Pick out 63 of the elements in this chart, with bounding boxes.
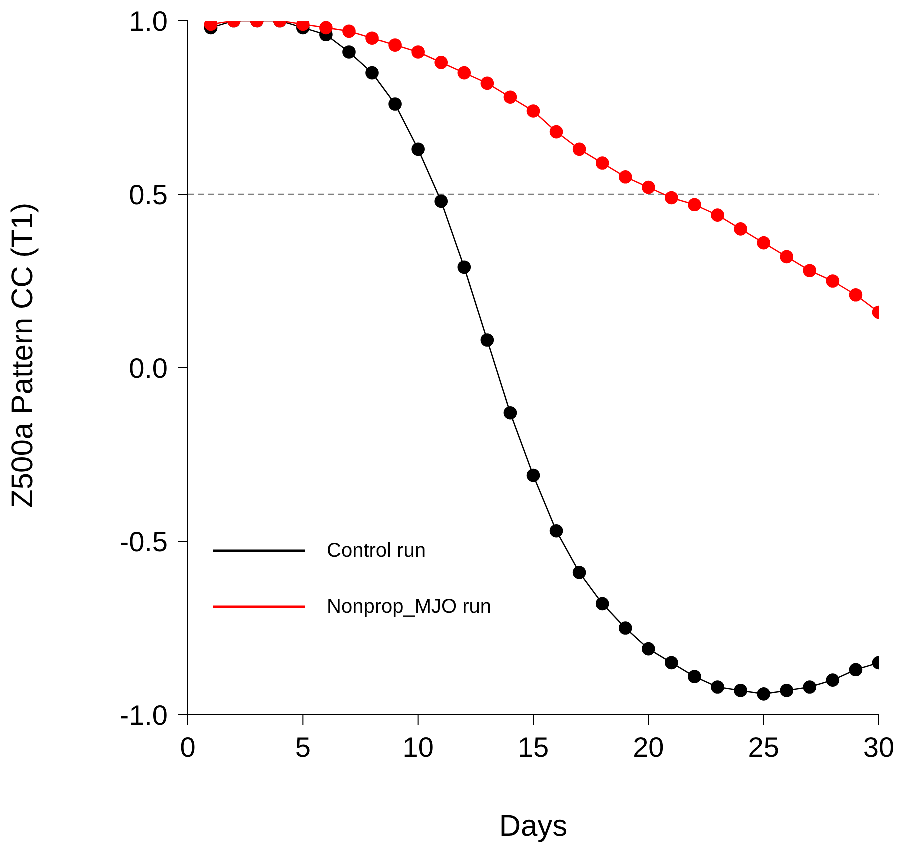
x-tick-label: 0 [180,732,196,763]
point [780,250,794,264]
y-tick-label: -0.5 [120,526,168,558]
point [342,24,356,38]
point [412,142,425,156]
point [480,76,494,90]
x-tick-label: 15 [518,732,550,763]
point [342,46,356,59]
point [665,656,678,670]
point [526,468,540,482]
point [849,663,863,677]
point [320,21,333,35]
point [849,288,863,302]
y-tick-label: -1.0 [120,700,168,731]
point [757,236,770,250]
x-tick-label: 30 [863,732,895,763]
point [803,680,817,694]
point [550,125,564,139]
point [572,142,586,156]
point [366,32,379,45]
x-axis-title: Days [499,810,568,843]
x-tick-label: 10 [402,732,434,763]
point [434,194,448,208]
y-axis-title: Z500a Pattern CC (T1) [6,202,40,508]
y-tick-label: 1.0 [129,6,168,37]
y-tick-label: 0.5 [129,179,168,210]
y-tick-label: 0.0 [129,352,168,384]
legend-label: Nonprop_MJO run [327,595,492,620]
point [734,684,748,698]
point [734,222,748,236]
point [826,674,840,687]
point [642,642,656,656]
point [412,46,425,59]
legend-label: Control run [327,539,426,564]
point [434,56,448,70]
point [458,260,472,274]
point [504,90,518,104]
point [596,597,610,611]
point [688,198,702,212]
point [618,622,632,635]
x-tick-label: 25 [748,732,780,763]
point [504,406,518,420]
point [711,208,724,222]
point [388,98,402,111]
point [803,264,817,278]
point [388,38,402,52]
point [711,680,724,694]
point [480,334,494,347]
point [826,274,840,288]
point [688,670,702,684]
point [366,66,379,80]
point [665,191,678,205]
point [458,66,472,80]
x-tick-label: 20 [633,732,664,763]
point [572,566,586,580]
point [596,156,610,170]
point [642,180,656,194]
point [550,524,564,538]
point [618,170,632,184]
point [526,104,540,118]
x-tick-label: 5 [295,732,311,763]
point [780,684,794,698]
point [757,688,770,701]
